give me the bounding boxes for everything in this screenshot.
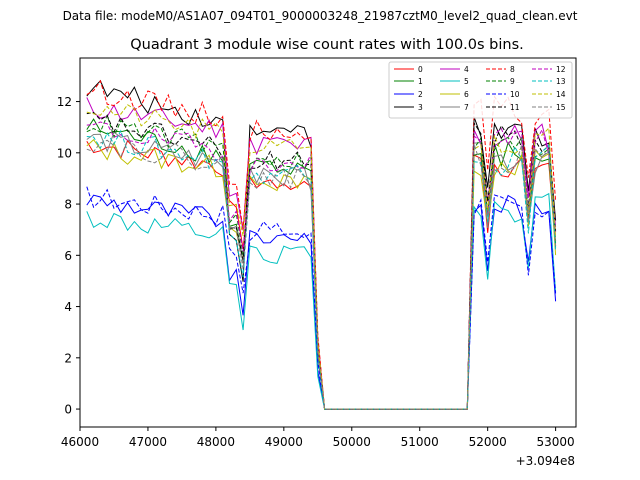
x-axis: 46000 47000 48000 49000 50000 51000 52000 53000 — [61, 427, 575, 449]
legend-label-5: 5 — [464, 77, 469, 86]
series-line-5 — [86, 192, 557, 410]
legend-label-4: 4 — [464, 65, 469, 74]
y-tick-label: 12 — [57, 95, 72, 109]
y-tick-label: 0 — [64, 403, 72, 417]
legend-label-11: 11 — [510, 103, 520, 112]
legend-label-9: 9 — [510, 77, 515, 86]
legend-frame — [388, 61, 573, 119]
legend-label-2: 2 — [418, 90, 423, 99]
legend-label-1: 1 — [418, 77, 423, 86]
x-tick-label: 51000 — [401, 435, 439, 449]
x-tick-label: 46000 — [61, 435, 99, 449]
x-tick-label: 49000 — [265, 435, 303, 449]
y-tick-label: 8 — [64, 198, 72, 212]
legend-label-15: 15 — [556, 103, 566, 112]
x-tick-label: 47000 — [129, 435, 167, 449]
legend-label-6: 6 — [464, 90, 469, 99]
x-tick-label: 52000 — [469, 435, 507, 449]
plot-frame — [79, 57, 577, 428]
x-offset-label: +3.094e8 — [516, 454, 575, 468]
x-tick-label: 48000 — [197, 435, 235, 449]
legend-label-8: 8 — [510, 65, 515, 74]
y-tick-label: 4 — [64, 300, 72, 314]
x-tick-label: 50000 — [333, 435, 371, 449]
y-tick-label: 6 — [64, 249, 72, 263]
series-line-14 — [86, 104, 557, 410]
y-axis: 0 2 4 6 8 10 12 — [57, 95, 80, 417]
chart-title: Quadrant 3 module wise count rates with … — [130, 37, 524, 53]
legend-label-10: 10 — [510, 90, 520, 99]
y-tick-label: 10 — [57, 146, 72, 160]
x-tick-label: 53000 — [537, 435, 575, 449]
y-tick-label: 2 — [64, 351, 72, 365]
series-line-2 — [86, 194, 557, 410]
file-label: Data file: modeM0/AS1A07_094T01_90000032… — [63, 9, 578, 23]
legend-label-0: 0 — [418, 65, 423, 74]
series-line-15 — [86, 138, 557, 410]
legend-label-14: 14 — [556, 90, 566, 99]
legend-label-7: 7 — [464, 103, 469, 112]
legend-label-13: 13 — [556, 77, 566, 86]
legend-label-12: 12 — [556, 65, 566, 74]
legend-label-3: 3 — [418, 103, 423, 112]
